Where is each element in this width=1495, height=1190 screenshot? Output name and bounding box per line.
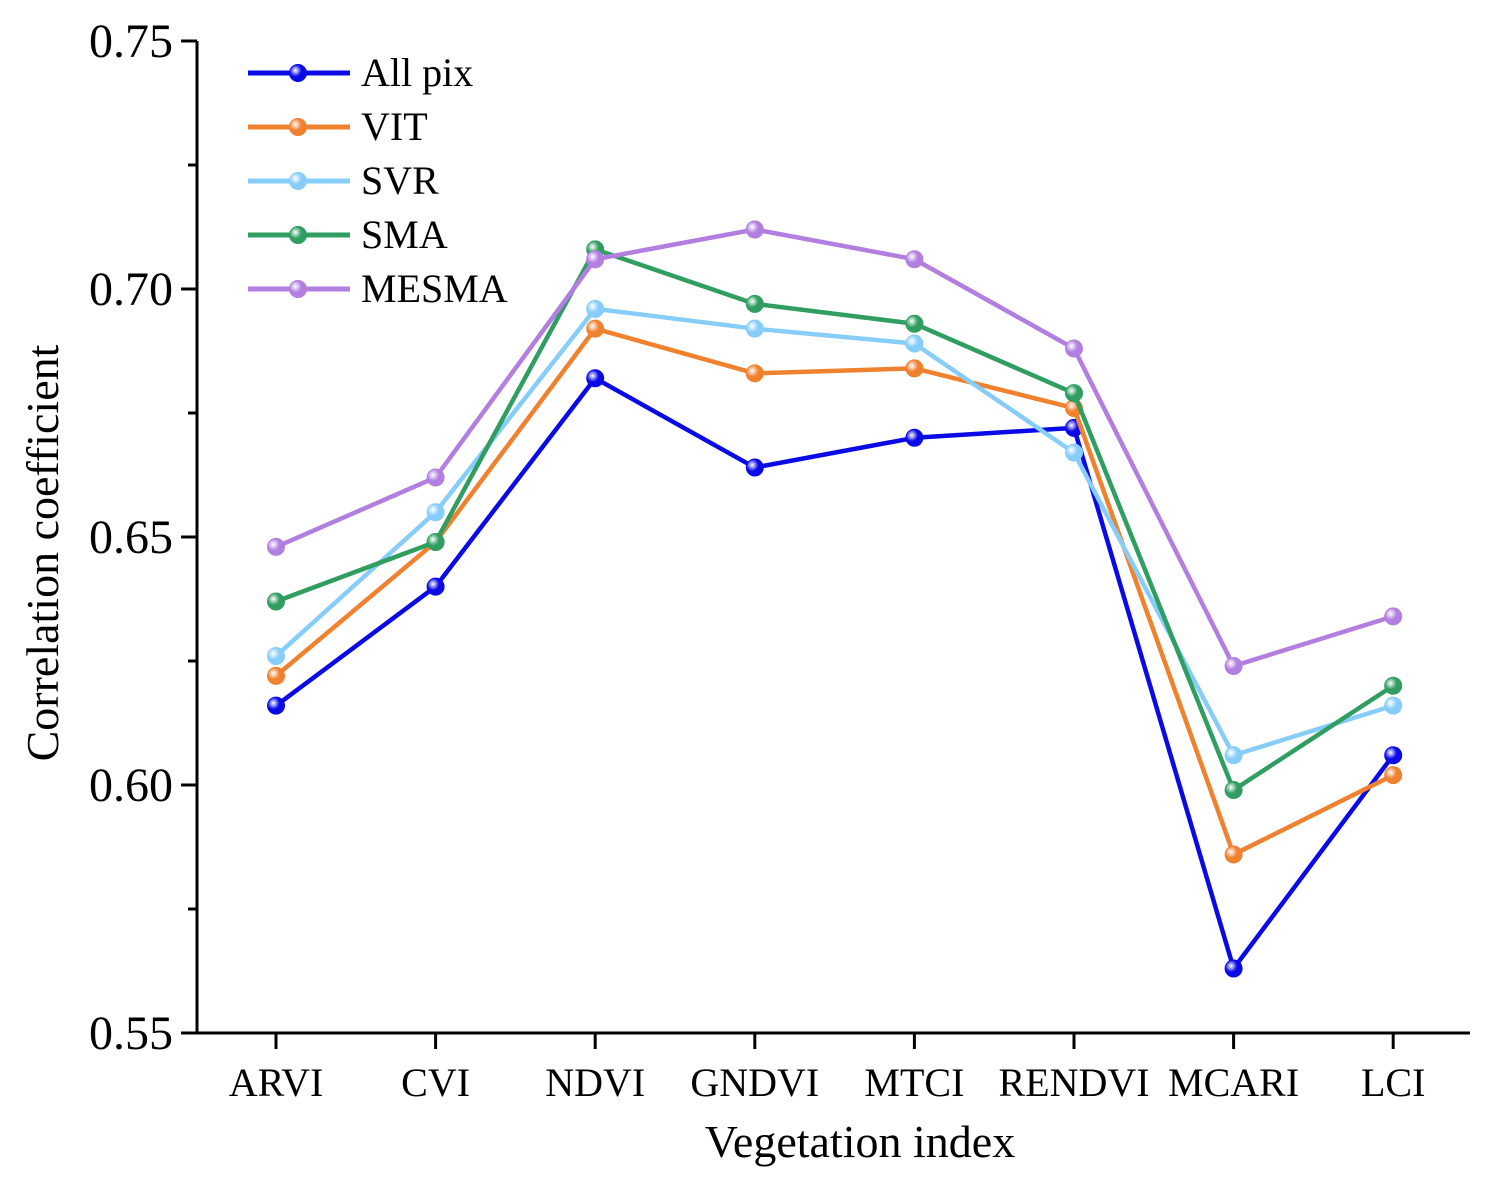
data-point (745, 220, 764, 239)
data-point (267, 666, 285, 685)
series-svr (267, 299, 1403, 765)
x-tick-label: RENDVI (998, 1060, 1149, 1105)
legend-marker (289, 280, 307, 298)
data-point (905, 250, 924, 269)
legend-item: MESMA (248, 266, 508, 311)
legend-marker (289, 64, 307, 82)
data-point (745, 458, 764, 477)
data-point (1224, 746, 1243, 765)
legend-marker (289, 118, 307, 136)
x-tick-label: LCI (1361, 1060, 1425, 1105)
data-point (905, 314, 924, 333)
data-point (1224, 845, 1243, 864)
data-point (426, 468, 445, 487)
data-point (1065, 339, 1083, 358)
data-point (1224, 656, 1243, 675)
data-point (905, 359, 924, 378)
series-line (274, 376, 1396, 971)
x-tick-label: GNDVI (690, 1060, 819, 1105)
data-point (1384, 607, 1403, 626)
y-tick-label: 0.70 (89, 263, 173, 316)
data-point (1384, 696, 1403, 715)
x-tick-label: ARVI (229, 1060, 324, 1105)
x-tick-label: MTCI (864, 1060, 964, 1105)
y-tick-label: 0.75 (89, 15, 173, 68)
series-line (274, 306, 1394, 758)
data-point (745, 364, 764, 383)
legend-label: All pix (361, 50, 473, 95)
legend-label: MESMA (361, 266, 508, 311)
y-tick-label: 0.60 (89, 759, 173, 812)
x-tick-label: CVI (401, 1060, 470, 1105)
legend: All pix VIT SVR SMA MESMA (248, 50, 508, 311)
data-point (586, 319, 605, 338)
data-point (1384, 676, 1403, 695)
legend-label: VIT (361, 104, 428, 149)
data-point (267, 537, 285, 556)
legend-item: SMA (248, 212, 448, 257)
data-point (1065, 443, 1083, 462)
data-point (905, 428, 924, 447)
data-point (426, 577, 445, 596)
data-point (586, 250, 605, 269)
data-point (1065, 384, 1083, 403)
y-tick-label: 0.65 (89, 511, 173, 564)
legend-item: All pix (248, 50, 473, 95)
data-point (267, 647, 285, 666)
data-point (267, 696, 285, 715)
x-tick-label: MCARI (1168, 1060, 1299, 1105)
data-point (1384, 766, 1403, 785)
legend-label: SVR (361, 158, 439, 203)
series-group (267, 220, 1403, 978)
data-point (905, 334, 924, 353)
data-point (745, 294, 764, 313)
data-point (426, 503, 445, 522)
series-line (275, 227, 1394, 669)
x-tick-label: NDVI (545, 1060, 645, 1105)
x-axis-label: Vegetation index (705, 1116, 1015, 1167)
legend-item: SVR (248, 158, 439, 203)
series-all-pix (267, 369, 1403, 978)
data-point (426, 532, 445, 551)
legend-marker (289, 172, 307, 190)
data-point (586, 369, 605, 388)
legend-marker (289, 226, 307, 244)
legend-item: VIT (248, 104, 428, 149)
legend-label: SMA (361, 212, 448, 257)
series-line (275, 247, 1395, 793)
data-point (1384, 746, 1403, 765)
y-tick-label: 0.55 (89, 1007, 173, 1060)
data-point (1224, 780, 1243, 799)
data-point (267, 592, 285, 611)
y-axis-label: Correlation coefficient (17, 344, 68, 761)
data-point (586, 299, 605, 318)
axes: 0.55 0.60 0.65 0.70 0.75 ARVI CVI NDVI GNDVI MTCI… (89, 15, 1470, 1105)
data-point (745, 319, 764, 338)
series-mesma (267, 220, 1403, 675)
series-sma (267, 240, 1403, 799)
series-line (274, 326, 1395, 857)
data-point (1224, 959, 1243, 978)
